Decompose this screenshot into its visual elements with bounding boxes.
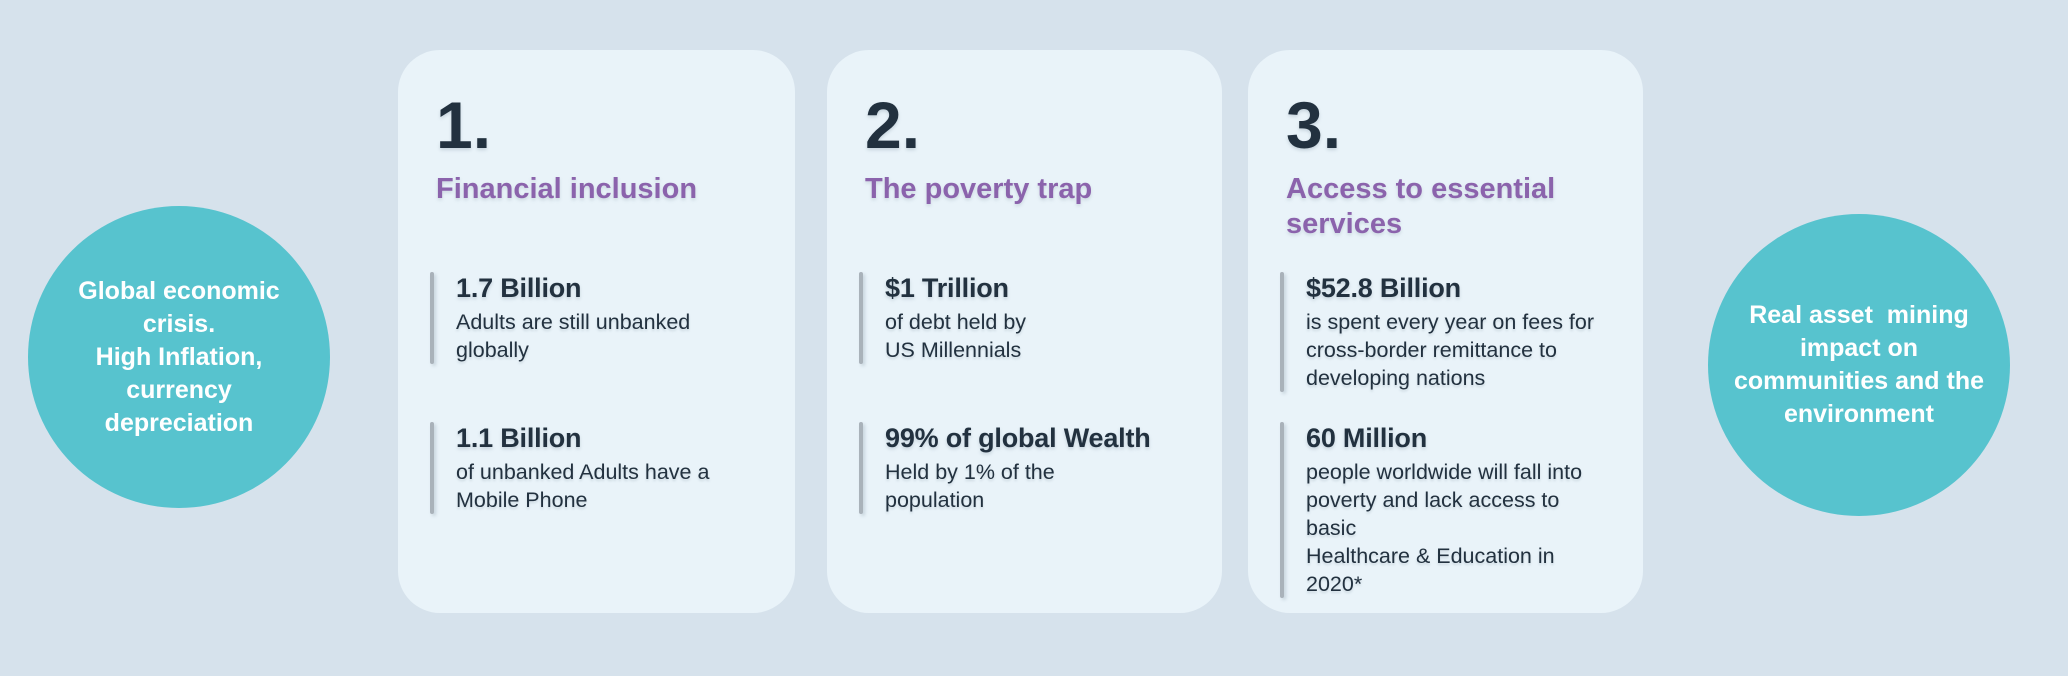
card-number: 1.	[436, 88, 492, 162]
stat-text: 99% of global Wealth Held by 1% of the p…	[885, 422, 1151, 514]
stat-block: $1 Trillion of debt held by US Millennia…	[859, 272, 1184, 364]
stat-description: of debt held by US Millennials	[885, 310, 1027, 362]
stat-text: $52.8 Billion is spent every year on fee…	[1306, 272, 1594, 392]
stat-block: 1.1 Billion of unbanked Adults have a Mo…	[430, 422, 757, 514]
card-financial-inclusion: 1. Financial inclusion 1.7 Billion Adult…	[398, 50, 795, 613]
right-highlight-circle: Real asset mining impact on communities …	[1708, 214, 2010, 516]
stat-description: Adults are still unbanked globally	[456, 310, 691, 362]
stat-text: 1.1 Billion of unbanked Adults have a Mo…	[456, 422, 709, 514]
stat-text: 1.7 Billion Adults are still unbanked gl…	[456, 272, 690, 364]
card-number: 2.	[865, 88, 921, 162]
stat-accent-bar	[430, 272, 434, 364]
stat-description: people worldwide will fall into poverty …	[1306, 460, 1583, 596]
left-highlight-circle: Global economic crisis. High Inflation, …	[28, 206, 330, 508]
stat-accent-bar	[430, 422, 434, 514]
stat-value: 60 Million	[1306, 423, 1428, 453]
stat-value: 1.7 Billion	[456, 273, 582, 303]
stat-text: 60 Million people worldwide will fall in…	[1306, 422, 1605, 598]
left-circle-text: Global economic crisis. High Inflation, …	[78, 276, 280, 437]
stat-block: 99% of global Wealth Held by 1% of the p…	[859, 422, 1184, 514]
stat-value: 1.1 Billion	[456, 423, 582, 453]
stat-slot: 1.7 Billion Adults are still unbanked gl…	[430, 272, 757, 422]
stat-accent-bar	[1280, 422, 1284, 598]
stat-description: of unbanked Adults have a Mobile Phone	[456, 460, 710, 512]
stat-block: $52.8 Billion is spent every year on fee…	[1280, 272, 1605, 392]
stat-description: is spent every year on fees for cross-bo…	[1306, 310, 1595, 390]
stat-accent-bar	[1280, 272, 1284, 392]
stat-slot: $52.8 Billion is spent every year on fee…	[1280, 272, 1605, 422]
stat-description: Held by 1% of the population	[885, 460, 1055, 512]
stat-block: 60 Million people worldwide will fall in…	[1280, 422, 1605, 598]
card-access-essential-services: 3. Access to essential services $52.8 Bi…	[1248, 50, 1643, 613]
stat-value: $52.8 Billion	[1306, 273, 1461, 303]
card-number: 3.	[1286, 88, 1342, 162]
stat-slot: $1 Trillion of debt held by US Millennia…	[859, 272, 1184, 422]
stat-value: $1 Trillion	[885, 273, 1009, 303]
stat-value: 99% of global Wealth	[885, 423, 1151, 453]
card-title: Financial inclusion	[436, 173, 698, 205]
card-title: The poverty trap	[865, 173, 1093, 205]
stat-text: $1 Trillion of debt held by US Millennia…	[885, 272, 1026, 364]
right-circle-text: Real asset mining impact on communities …	[1733, 301, 1985, 428]
stat-block: 1.7 Billion Adults are still unbanked gl…	[430, 272, 757, 364]
stat-accent-bar	[859, 272, 863, 364]
card-poverty-trap: 2. The poverty trap $1 Trillion of debt …	[827, 50, 1222, 613]
stat-accent-bar	[859, 422, 863, 514]
card-title: Access to essential services	[1286, 173, 1556, 240]
